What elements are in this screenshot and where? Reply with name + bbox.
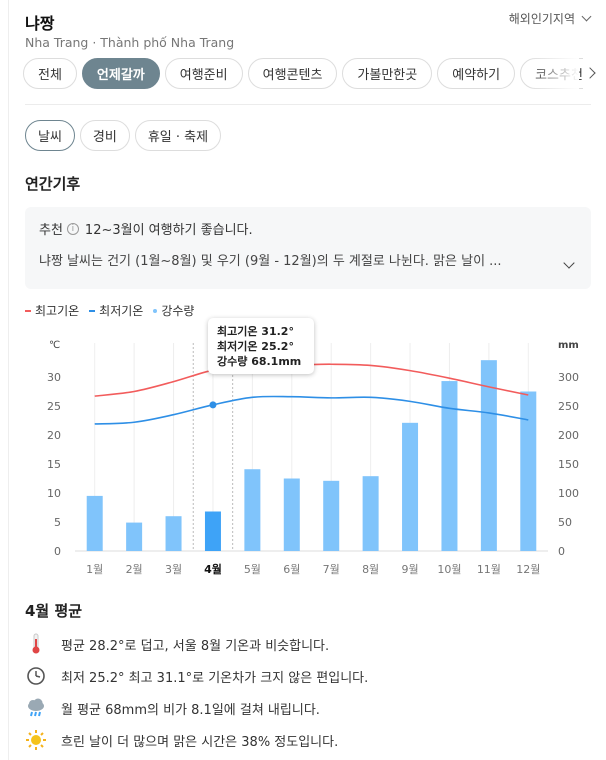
tooltip-high: 최고기온 31.2°: [217, 325, 294, 338]
temp-tick-label: 15: [47, 458, 61, 471]
month-label: 3월: [165, 563, 182, 576]
rain-bar: [441, 381, 458, 551]
weather-card: 냐짱 Nha Trang · Thành phố Nha Trang 해외인기지…: [8, 0, 606, 760]
temp-tick-label: 20: [47, 429, 61, 442]
month-label: 8월: [362, 563, 379, 576]
legend-low: 최저기온: [89, 302, 143, 319]
recommendation-box[interactable]: 추천 i 12~3월이 여행하기 좋습니다. 냐짱 날씨는 건기 (1월~8월)…: [25, 207, 591, 289]
tab-0[interactable]: 전체: [23, 58, 77, 89]
temp-tick-label: 30: [47, 371, 61, 384]
divider: [25, 104, 591, 105]
chart-legend: 최고기온 최저기온 강수량: [25, 302, 194, 319]
temp-tick-label: 25: [47, 400, 61, 413]
month-label: 9월: [401, 563, 418, 576]
legend-rain-label: 강수량: [161, 304, 195, 318]
rain-tick-label: 300: [558, 371, 579, 384]
rain-bar: [126, 522, 143, 551]
tab-3[interactable]: 여행콘텐츠: [247, 58, 338, 89]
region-label: 해외인기지역: [508, 12, 575, 26]
sun-icon: [25, 729, 47, 751]
average-item: 평균 28.2°로 덥고, 서울 8월 기온과 비슷합니다.: [25, 628, 591, 660]
legend-high: 최고기온: [25, 302, 79, 319]
rain-bar: [362, 476, 379, 551]
section-title: 연간기후: [25, 175, 81, 193]
climate-description: 냐짱 날씨는 건기 (1월~8월) 및 우기 (9월 - 12월)의 두 계절로…: [39, 254, 502, 269]
average-item-text: 최저 25.2° 최고 31.1°로 기온차가 크지 않은 편입니다.: [61, 670, 369, 686]
rain-tick-label: 50: [558, 516, 572, 529]
category-tabs: 전체언제갈까여행준비여행콘텐츠가볼만한곳예약하기코스추천: [23, 58, 583, 92]
tabs-fade: [529, 58, 579, 92]
page-subtitle: Nha Trang · Thành phố Nha Trang: [25, 35, 235, 50]
rain-tick-label: 0: [558, 545, 565, 558]
left-unit: ℃: [49, 340, 60, 351]
rain-tick-label: 100: [558, 487, 579, 500]
rain-tick-label: 250: [558, 400, 579, 413]
chart-tooltip: 최고기온 31.2° 최저기온 25.2° 강수량 68.1mm: [208, 318, 314, 374]
thermometer-icon: [25, 633, 47, 655]
average-list: 평균 28.2°로 덥고, 서울 8월 기온과 비슷합니다. 최저 25.2° 최…: [25, 628, 591, 756]
tooltip-rain: 강수량 68.1mm: [217, 355, 302, 368]
low-temp-point: [209, 401, 217, 409]
subtab-0[interactable]: 날씨: [25, 120, 75, 151]
month-label: 2월: [126, 563, 143, 576]
average-item: 최저 25.2° 최고 31.1°로 기온차가 크지 않은 편입니다.: [25, 660, 591, 692]
month-label: 7월: [323, 563, 340, 576]
month-label: 11월: [477, 563, 501, 576]
rain-bar: [244, 469, 261, 551]
rain-bar: [402, 422, 419, 551]
sub-tabs: 날씨 경비 휴일 · 축제: [25, 120, 222, 151]
chevron-right-icon[interactable]: [585, 66, 599, 82]
legend-high-swatch: [25, 309, 31, 312]
month-label: 12월: [516, 563, 540, 576]
temp-tick-label: 0: [54, 545, 61, 558]
month-label: 6월: [283, 563, 300, 576]
rain-tick-label: 150: [558, 458, 579, 471]
low-temp-line: [94, 395, 529, 425]
subtab-1[interactable]: 경비: [79, 120, 130, 151]
rain-bar: [165, 516, 182, 551]
month-label: 1월: [86, 563, 103, 576]
temp-tick-label: 5: [54, 516, 61, 529]
legend-low-label: 최저기온: [99, 304, 144, 318]
month-label: 4월: [204, 562, 222, 576]
rain-bar: [480, 360, 497, 551]
info-icon[interactable]: i: [66, 222, 79, 235]
tab-5[interactable]: 예약하기: [437, 58, 516, 89]
rain-cloud-icon: [25, 697, 47, 719]
rain-bar: [283, 478, 300, 551]
average-item-text: 평균 28.2°로 덥고, 서울 8월 기온과 비슷합니다.: [61, 638, 330, 654]
right-unit: mm: [558, 340, 579, 351]
month-label: 10월: [437, 563, 461, 576]
average-item: 흐린 날이 더 많으며 맑은 시간은 38% 정도입니다.: [25, 724, 591, 756]
tab-1[interactable]: 언제갈까: [81, 58, 160, 89]
tab-2[interactable]: 여행준비: [164, 58, 243, 89]
tab-4[interactable]: 가볼만한곳: [342, 58, 433, 89]
rain-bar: [204, 511, 221, 551]
chevron-down-icon: [581, 11, 592, 22]
tooltip-low: 최저기온 25.2°: [217, 340, 294, 353]
legend-rain-swatch: [153, 308, 158, 313]
subtab-2[interactable]: 휴일 · 축제: [134, 120, 222, 151]
legend-low-swatch: [89, 309, 96, 312]
recommendation-line: 추천 i 12~3월이 여행하기 좋습니다.: [39, 219, 577, 238]
legend-high-label: 최고기온: [35, 304, 80, 318]
expand-chevron-icon[interactable]: [563, 259, 575, 271]
recommend-text: 12~3월이 여행하기 좋습니다.: [84, 223, 253, 238]
clock-icon: [25, 665, 47, 687]
rain-bar: [323, 480, 340, 551]
average-item: 월 평균 68mm의 비가 8.1일에 걸쳐 내립니다.: [25, 692, 591, 724]
recommend-label: 추천: [39, 223, 63, 238]
temp-tick-label: 10: [47, 487, 61, 500]
rain-bar: [86, 495, 103, 551]
average-item-text: 월 평균 68mm의 비가 8.1일에 걸쳐 내립니다.: [61, 702, 320, 718]
average-item-text: 흐린 날이 더 많으며 맑은 시간은 38% 정도입니다.: [61, 734, 339, 750]
rain-bar: [520, 391, 537, 551]
region-dropdown[interactable]: 해외인기지역: [508, 10, 592, 27]
legend-rain: 강수량: [153, 302, 194, 319]
month-label: 5월: [244, 563, 261, 576]
average-title: 4월 평균: [25, 602, 83, 620]
rain-tick-label: 200: [558, 429, 579, 442]
page-title: 냐짱: [25, 14, 55, 33]
